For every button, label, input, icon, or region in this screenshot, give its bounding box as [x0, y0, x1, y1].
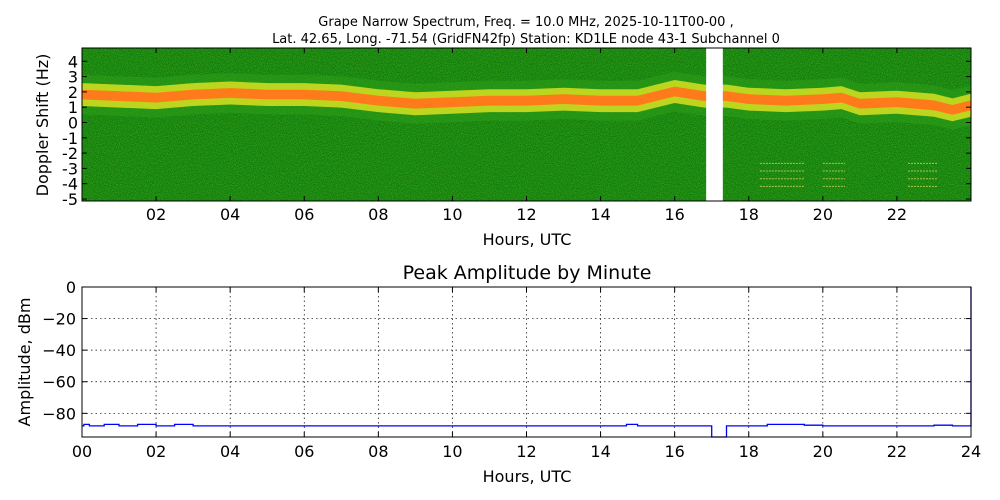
interference-lines [759, 162, 938, 187]
x-tick-label: 22 [887, 205, 907, 224]
x-tick-label: 18 [739, 442, 759, 461]
x-tick-label: 22 [887, 442, 907, 461]
y-tick-label: 1 [68, 98, 78, 117]
x-tick-label: 14 [590, 442, 610, 461]
y-tick-label: -4 [62, 175, 78, 194]
x-tick-label: 00 [72, 442, 92, 461]
x-tick-label: 04 [220, 205, 240, 224]
y-tick-label: −80 [42, 404, 76, 423]
y-tick-label: −40 [42, 341, 76, 360]
x-tick-label: 24 [961, 442, 981, 461]
y-tick-label: -3 [62, 159, 78, 178]
y-tick-label: 3 [68, 68, 78, 87]
amplitude-x-label: Hours, UTC [483, 467, 572, 486]
amplitude-panel: Peak Amplitude by Minute 00 02 04 06 08 10 12 1… [15, 262, 981, 486]
x-tick-label: 06 [294, 205, 314, 224]
x-tick-label: 08 [368, 205, 388, 224]
data-gap [706, 48, 723, 201]
y-tick-label: -5 [62, 190, 78, 209]
spectrogram-noise-texture [82, 48, 971, 201]
x-tick-label: 16 [664, 205, 684, 224]
amplitude-series-line [82, 287, 972, 438]
y-tick-label: −20 [42, 310, 76, 329]
x-tick-label: 14 [590, 205, 610, 224]
x-tick-label: 08 [368, 442, 388, 461]
x-tick-label: 02 [146, 442, 166, 461]
doppler-trace [82, 71, 971, 130]
y-tick-label: 0 [68, 114, 78, 133]
amplitude-title: Peak Amplitude by Minute [403, 262, 652, 284]
amplitude-y-label: Amplitude, dBm [15, 298, 34, 427]
x-tick-label: 10 [442, 205, 462, 224]
spectrogram-x-ticks: 02 04 06 08 10 12 14 16 18 20 22 [146, 48, 907, 224]
signal-band-orange [82, 86, 971, 115]
y-tick-label: 0 [66, 278, 76, 297]
x-tick-label: 02 [146, 205, 166, 224]
x-tick-label: 16 [664, 442, 684, 461]
amplitude-x-ticks: 00 02 04 06 08 10 12 14 16 18 20 22 24 [72, 287, 981, 461]
x-tick-label: 12 [516, 442, 536, 461]
y-tick-label: -1 [62, 129, 78, 148]
y-tick-label: -2 [62, 144, 78, 163]
spectrum-title-line1: Grape Narrow Spectrum, Freq. = 10.0 MHz,… [318, 15, 733, 30]
spectrogram-y-label: Doppler Shift (Hz) [33, 54, 52, 197]
x-tick-label: 06 [294, 442, 314, 461]
y-tick-label: 4 [68, 52, 78, 71]
spectrogram-x-label: Hours, UTC [483, 230, 572, 249]
x-tick-label: 12 [516, 205, 536, 224]
x-tick-label: 04 [220, 442, 240, 461]
x-tick-label: 20 [813, 442, 833, 461]
amplitude-y-ticks: 0 −20 −40 −60 −80 [42, 278, 971, 423]
x-tick-label: 20 [813, 205, 833, 224]
x-tick-label: 10 [442, 442, 462, 461]
x-tick-label: 18 [739, 205, 759, 224]
y-tick-label: −60 [42, 373, 76, 392]
y-tick-label: 2 [68, 83, 78, 102]
spectrum-title-line2: Lat. 42.65, Long. -71.54 (GridFN42fp) St… [272, 32, 780, 47]
amplitude-plot-area [82, 287, 971, 437]
